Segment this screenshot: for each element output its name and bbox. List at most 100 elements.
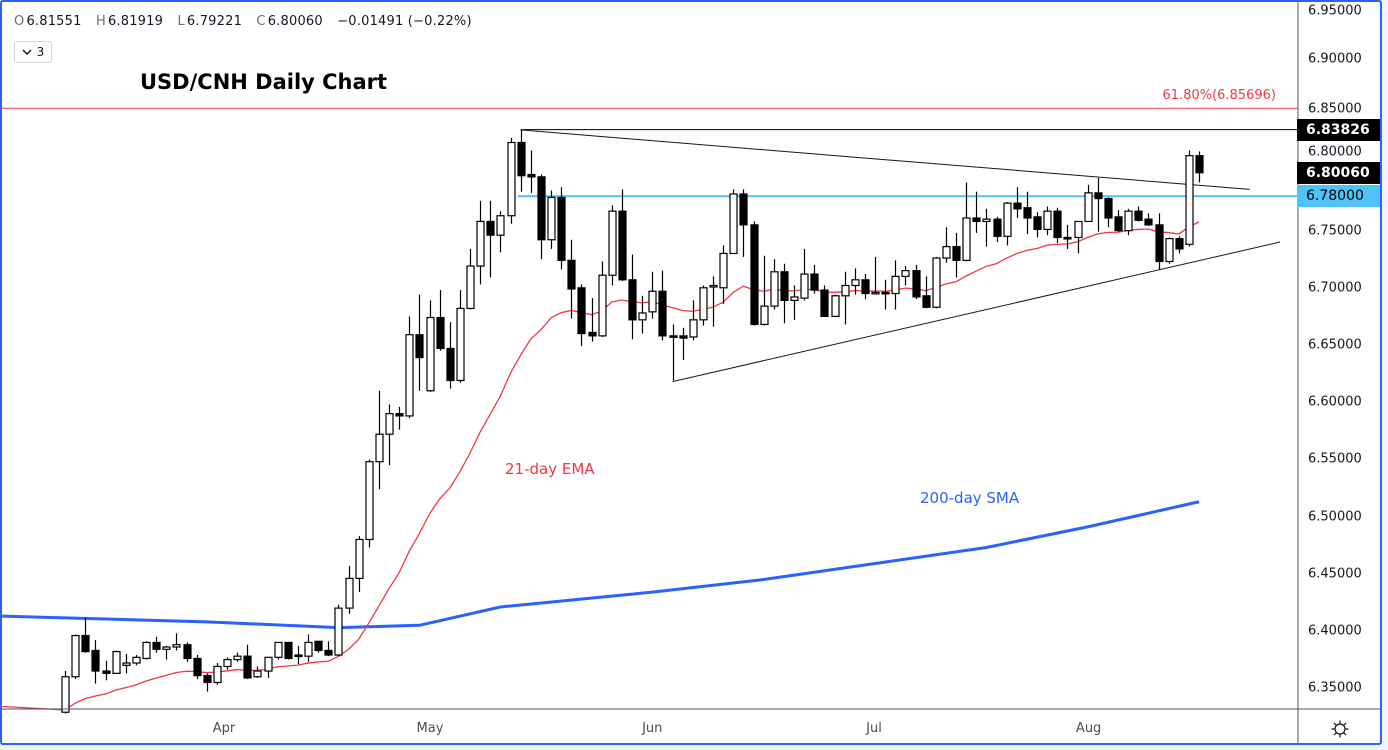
candle bbox=[942, 227, 951, 263]
candle-body-up bbox=[942, 246, 951, 259]
candle-body-down bbox=[324, 649, 333, 656]
candle-body-up bbox=[365, 461, 374, 541]
candle bbox=[223, 657, 232, 670]
ohlc-legend: O 6.81551 H 6.81919 L 6.79221 C 6.80060 −0.0… bbox=[14, 14, 474, 29]
candle-body-down bbox=[203, 675, 212, 684]
candle bbox=[800, 248, 809, 301]
candle-body-down bbox=[152, 641, 161, 650]
candle bbox=[699, 285, 708, 326]
candle bbox=[193, 655, 202, 680]
candle-body-down bbox=[193, 657, 202, 677]
candle-body-up bbox=[719, 252, 728, 289]
candle-body-down bbox=[972, 217, 981, 223]
candle-body-up bbox=[760, 305, 769, 326]
candle-body-down bbox=[1155, 224, 1164, 263]
sma-group bbox=[2, 500, 1200, 630]
candle bbox=[760, 255, 769, 326]
candle-body-down bbox=[1144, 218, 1153, 226]
price-tick-label: 6.35000 bbox=[1308, 680, 1362, 696]
candle bbox=[901, 266, 910, 286]
candle-body-up bbox=[1043, 210, 1052, 231]
fib-level-label: 61.80%(6.85696) bbox=[1162, 88, 1276, 103]
candle bbox=[264, 656, 273, 678]
candle bbox=[1043, 206, 1052, 236]
candle bbox=[517, 129, 526, 192]
candle-body-up bbox=[61, 676, 70, 713]
candle-body-down bbox=[243, 655, 252, 679]
candle bbox=[719, 245, 728, 304]
gear-icon[interactable] bbox=[1330, 719, 1350, 739]
candle-body-up bbox=[547, 196, 556, 241]
candle bbox=[871, 256, 880, 295]
candle-body-up bbox=[891, 275, 900, 295]
candle-body-down bbox=[284, 641, 293, 660]
candle bbox=[1013, 187, 1022, 219]
candle bbox=[780, 263, 789, 324]
candle bbox=[658, 270, 667, 341]
candle-body-down bbox=[1053, 210, 1062, 239]
time-tick-label: Jun bbox=[642, 721, 663, 736]
candle bbox=[152, 636, 161, 653]
candle-body-down bbox=[517, 141, 526, 177]
candle-body-up bbox=[699, 287, 708, 321]
candle-body-down bbox=[1104, 197, 1113, 219]
candle-body-down bbox=[881, 291, 890, 295]
candle-body-up bbox=[932, 257, 941, 308]
candle-body-up bbox=[800, 273, 809, 299]
candle-body-up bbox=[1124, 210, 1133, 232]
close-value: 6.80060 bbox=[267, 14, 323, 29]
candle-body-up bbox=[831, 295, 840, 318]
candle-body-up bbox=[841, 284, 850, 297]
candle-body-up bbox=[1185, 155, 1194, 245]
candle-body-down bbox=[1033, 216, 1042, 231]
candle-body-up bbox=[729, 193, 738, 255]
candle bbox=[537, 174, 546, 260]
candle-body-down bbox=[922, 295, 931, 308]
candle-body-down bbox=[557, 196, 566, 261]
candle bbox=[638, 295, 647, 334]
candle-body-down bbox=[183, 644, 192, 660]
candle bbox=[790, 285, 799, 320]
candle-body-down bbox=[810, 273, 819, 291]
candle-body-up bbox=[405, 334, 414, 417]
candle bbox=[577, 284, 586, 347]
candle-body-down bbox=[1063, 236, 1072, 240]
sma-label: 200-day SMA bbox=[920, 489, 1020, 507]
candle bbox=[122, 653, 131, 674]
candle-body-up bbox=[334, 607, 343, 656]
candle-body-down bbox=[993, 218, 1002, 237]
candle bbox=[436, 290, 445, 351]
candle-body-up bbox=[1074, 220, 1083, 239]
candle-body-up bbox=[851, 279, 860, 287]
candle-body-up bbox=[496, 215, 505, 236]
candle bbox=[375, 390, 384, 490]
candle-body-down bbox=[486, 220, 495, 236]
candle-body-down bbox=[537, 176, 546, 241]
candle-body-down bbox=[1134, 210, 1143, 221]
candle-body-down bbox=[577, 287, 586, 335]
candle-body-up bbox=[962, 217, 971, 261]
candle bbox=[1175, 236, 1184, 254]
candle bbox=[1165, 237, 1174, 264]
indicators-count: 3 bbox=[36, 45, 45, 59]
candle bbox=[1124, 208, 1133, 236]
candle bbox=[972, 191, 981, 233]
indicators-toggle-button[interactable]: 3 bbox=[14, 41, 52, 63]
horizontal-levels bbox=[517, 129, 1298, 198]
price-tick-label: 6.45000 bbox=[1308, 566, 1362, 582]
price-tick-label: 6.50000 bbox=[1308, 509, 1362, 525]
price-tick-label: 6.85000 bbox=[1308, 101, 1362, 117]
candle bbox=[1033, 212, 1042, 238]
candle-body-down bbox=[436, 316, 445, 350]
ema-label: 21-day EMA bbox=[505, 460, 595, 478]
candle bbox=[669, 324, 678, 381]
candles bbox=[61, 129, 1204, 714]
candle bbox=[1023, 191, 1032, 235]
candle bbox=[810, 264, 819, 294]
price-tick-label: 6.95000 bbox=[1308, 3, 1362, 19]
candle-body-down bbox=[739, 193, 748, 226]
candle-body-up bbox=[375, 433, 384, 463]
candle-body-up bbox=[426, 316, 435, 392]
